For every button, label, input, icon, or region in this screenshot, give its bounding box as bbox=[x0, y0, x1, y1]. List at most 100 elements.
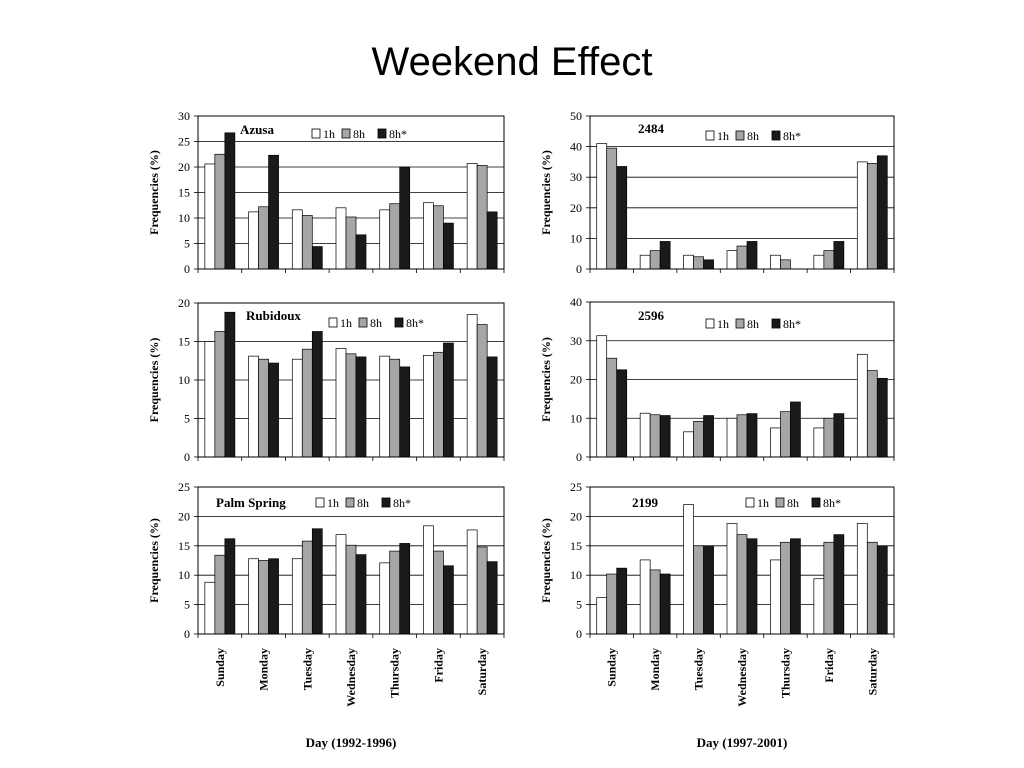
legend-swatch-8hstar bbox=[377, 128, 387, 139]
y-tick-label: 5 bbox=[184, 237, 190, 251]
bar-8h-monday bbox=[649, 414, 661, 458]
legend-label: 8h* bbox=[823, 496, 841, 510]
bar-8hstar-thursday bbox=[399, 366, 411, 458]
y-tick-label: 0 bbox=[576, 450, 582, 464]
legend-swatch-8h bbox=[735, 130, 745, 141]
bar-8h-wednesday bbox=[736, 414, 748, 458]
legend-swatch-8hstar bbox=[771, 130, 781, 141]
bar-8h-friday bbox=[823, 541, 835, 635]
bar-8h-sunday bbox=[214, 331, 226, 458]
bar-8hstar-monday bbox=[268, 362, 279, 458]
category-label-monday: Monday bbox=[648, 648, 662, 691]
bar-1h-friday bbox=[423, 525, 434, 635]
legend-swatch-8h bbox=[775, 497, 785, 508]
legend-swatch-8h bbox=[735, 318, 745, 329]
bar-8hstar-wednesday bbox=[746, 241, 758, 270]
legend-label: 8h* bbox=[393, 496, 411, 510]
bar-1h-thursday bbox=[770, 427, 781, 458]
bar-8h-monday bbox=[649, 569, 661, 635]
slide-title: Weekend Effect bbox=[371, 40, 653, 84]
plot-frame bbox=[197, 486, 505, 635]
bar-8h-sunday bbox=[606, 357, 618, 458]
panel-title: 2199 bbox=[632, 495, 659, 510]
bar-8hstar-friday bbox=[833, 534, 845, 635]
y-tick-label: 25 bbox=[178, 135, 190, 149]
y-tick-label: 30 bbox=[570, 334, 582, 348]
y-tick-label: 15 bbox=[178, 335, 190, 349]
bar-8hstar-friday bbox=[833, 241, 845, 270]
y-tick-label: 25 bbox=[570, 480, 582, 494]
y-tick-label: 20 bbox=[570, 373, 582, 387]
chart-panel-2596: 0 10 20 30 40 Frequencies (%) 2596 1h 8h 8h* bbox=[539, 295, 895, 464]
plot-frame bbox=[589, 115, 895, 270]
legend-swatch-8hstar bbox=[381, 497, 391, 508]
bar-8hstar-saturday bbox=[486, 356, 498, 458]
bar-8h-sunday bbox=[606, 573, 618, 635]
y-tick-label: 10 bbox=[570, 411, 582, 425]
bar-8hstar-friday bbox=[833, 413, 845, 458]
y-tick-label: 50 bbox=[570, 109, 582, 123]
bar-8h-thursday bbox=[389, 358, 401, 458]
y-axis-label: Frequencies (%) bbox=[147, 518, 161, 603]
y-tick-label: 10 bbox=[178, 568, 190, 582]
legend-swatch-1h bbox=[311, 128, 321, 139]
bar-1h-monday bbox=[248, 355, 259, 458]
bar-8h-wednesday bbox=[736, 534, 748, 635]
bar-8h-wednesday bbox=[345, 544, 357, 635]
bar-8h-saturday bbox=[866, 370, 878, 458]
chart-panel-azusa: 0 5 10 15 20 25 30 Frequencies (%) Azusa 1h 8h 8h* bbox=[147, 109, 505, 276]
bar-8hstar-wednesday bbox=[355, 356, 367, 458]
panel-title: Azusa bbox=[240, 122, 274, 137]
bar-1h-wednesday bbox=[335, 207, 347, 270]
bar-8hstar-saturday bbox=[876, 155, 888, 270]
legend-label: 8h* bbox=[783, 129, 801, 143]
chart-panel-2484: 0 10 20 30 40 50 Frequencies (%) 2484 1h 8h 8h* bbox=[539, 109, 895, 276]
bar-1h-thursday bbox=[379, 209, 391, 270]
y-tick-label: 0 bbox=[576, 627, 582, 641]
legend-label: 8h bbox=[357, 496, 369, 510]
legend-swatch-8h bbox=[345, 497, 355, 508]
legend-label: 1h bbox=[757, 496, 769, 510]
legend-label: 8h bbox=[787, 496, 799, 510]
chart-panel-rubidoux: 0 5 10 15 20 Frequencies (%) Rubidoux 1h 8h 8h* bbox=[147, 296, 505, 464]
bar-8h-sunday bbox=[214, 153, 226, 270]
bar-8hstar-monday bbox=[659, 415, 671, 458]
category-label-thursday: Thursday bbox=[778, 648, 792, 698]
x-axis-label: Day (1992-1996) bbox=[306, 735, 397, 750]
bar-1h-tuesday bbox=[291, 209, 303, 270]
category-label-tuesday: Tuesday bbox=[300, 648, 314, 690]
bar-8h-saturday bbox=[866, 163, 878, 270]
legend-swatch-1h bbox=[328, 317, 338, 328]
bar-8h-thursday bbox=[780, 259, 791, 270]
bar-8h-thursday bbox=[780, 541, 791, 635]
bar-1h-tuesday bbox=[291, 358, 303, 458]
y-tick-label: 20 bbox=[178, 296, 190, 310]
bar-8hstar-wednesday bbox=[355, 234, 367, 270]
legend: 1h 8h 8h* bbox=[705, 129, 801, 143]
bar-8h-tuesday bbox=[693, 545, 704, 635]
bar-8h-wednesday bbox=[736, 245, 748, 270]
legend-swatch-1h bbox=[705, 318, 715, 329]
y-tick-label: 15 bbox=[178, 186, 190, 200]
bar-1h-friday bbox=[423, 202, 434, 270]
y-tick-label: 10 bbox=[178, 373, 190, 387]
chart-panel-palm-spring: 0 5 10 15 20 25 Frequencies (%) Palm Spring 1h 8h… bbox=[147, 480, 505, 750]
bar-1h-friday bbox=[813, 578, 825, 635]
legend-label: 8h bbox=[747, 317, 759, 331]
y-axis-label: Frequencies (%) bbox=[147, 150, 161, 235]
bar-8h-saturday bbox=[476, 546, 488, 635]
bar-8h-tuesday bbox=[301, 215, 313, 270]
panel-title: Rubidoux bbox=[246, 308, 301, 323]
bar-8h-thursday bbox=[780, 411, 791, 458]
category-label-friday: Friday bbox=[431, 648, 445, 683]
y-axis-label: Frequencies (%) bbox=[539, 337, 553, 422]
bar-8hstar-sunday bbox=[224, 311, 236, 458]
bar-1h-wednesday bbox=[335, 534, 347, 635]
y-tick-label: 20 bbox=[178, 160, 190, 174]
y-tick-label: 0 bbox=[184, 450, 190, 464]
bar-1h-saturday bbox=[856, 353, 868, 458]
y-tick-label: 5 bbox=[184, 598, 190, 612]
category-label-saturday: Saturday bbox=[475, 648, 489, 695]
category-label-friday: Friday bbox=[822, 648, 836, 683]
panel-title: Palm Spring bbox=[216, 495, 286, 510]
